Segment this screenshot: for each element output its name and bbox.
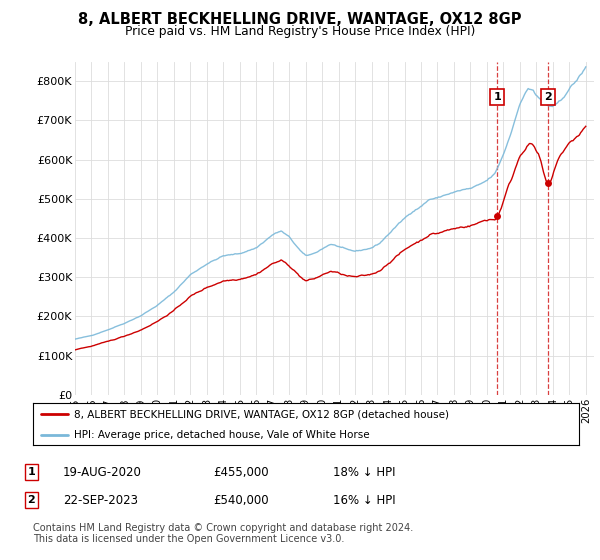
Text: Contains HM Land Registry data © Crown copyright and database right 2024.
This d: Contains HM Land Registry data © Crown c… — [33, 522, 413, 544]
Text: 1: 1 — [493, 92, 501, 102]
Text: 8, ALBERT BECKHELLING DRIVE, WANTAGE, OX12 8GP: 8, ALBERT BECKHELLING DRIVE, WANTAGE, OX… — [78, 12, 522, 27]
Text: HPI: Average price, detached house, Vale of White Horse: HPI: Average price, detached house, Vale… — [74, 430, 370, 440]
Text: 19-AUG-2020: 19-AUG-2020 — [63, 465, 142, 479]
Text: 8, ALBERT BECKHELLING DRIVE, WANTAGE, OX12 8GP (detached house): 8, ALBERT BECKHELLING DRIVE, WANTAGE, OX… — [74, 409, 449, 419]
Text: 1: 1 — [28, 467, 35, 477]
Text: 16% ↓ HPI: 16% ↓ HPI — [333, 493, 395, 507]
Text: Price paid vs. HM Land Registry's House Price Index (HPI): Price paid vs. HM Land Registry's House … — [125, 25, 475, 38]
Text: 2: 2 — [28, 495, 35, 505]
Text: 22-SEP-2023: 22-SEP-2023 — [63, 493, 138, 507]
Text: 2: 2 — [544, 92, 552, 102]
Text: £455,000: £455,000 — [213, 465, 269, 479]
Text: £540,000: £540,000 — [213, 493, 269, 507]
Text: 18% ↓ HPI: 18% ↓ HPI — [333, 465, 395, 479]
